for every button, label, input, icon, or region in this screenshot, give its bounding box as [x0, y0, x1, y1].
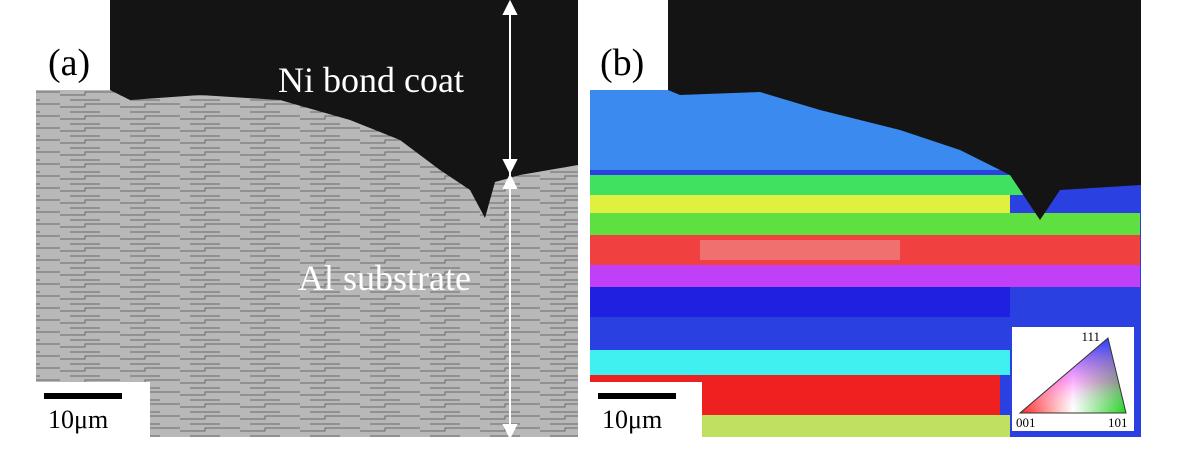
scale-label: 10μm: [602, 405, 662, 434]
panel-label: (b): [600, 42, 644, 84]
texture: [590, 213, 1140, 235]
texture: [700, 240, 900, 260]
panel-b: (b) 10μm 111 001 101: [590, 0, 1141, 437]
thickness-arrows: [502, 0, 518, 440]
annotation: Al substrate: [298, 258, 471, 298]
texture: [590, 350, 1010, 375]
texture: [590, 175, 1040, 195]
scale-bar: [44, 393, 122, 399]
label-box: [0, 0, 110, 90]
texture: [590, 265, 1140, 287]
texture: [502, 0, 518, 15]
scale-box: [590, 382, 702, 437]
texture: [590, 287, 1010, 317]
legend-label: 111: [1081, 329, 1100, 344]
scale-label: 10μm: [48, 405, 108, 434]
annotation: Ni bond coat: [278, 60, 464, 100]
panel-a: (a) Ni bond coat Al substrate 10μm: [0, 0, 578, 440]
scale-bar: [598, 393, 676, 399]
label-box: [590, 0, 668, 90]
scale-box: [36, 382, 150, 437]
texture: [590, 195, 1010, 213]
texture: [502, 159, 518, 175]
texture: [1018, 337, 1127, 414]
texture: [502, 424, 518, 440]
bond-coat-region: [36, 0, 578, 218]
texture: [502, 173, 518, 189]
bond-coat-region: [668, 0, 1141, 220]
panel-label: (a): [48, 42, 90, 84]
legend-label: 101: [1108, 415, 1128, 430]
legend-label: 001: [1016, 415, 1036, 430]
